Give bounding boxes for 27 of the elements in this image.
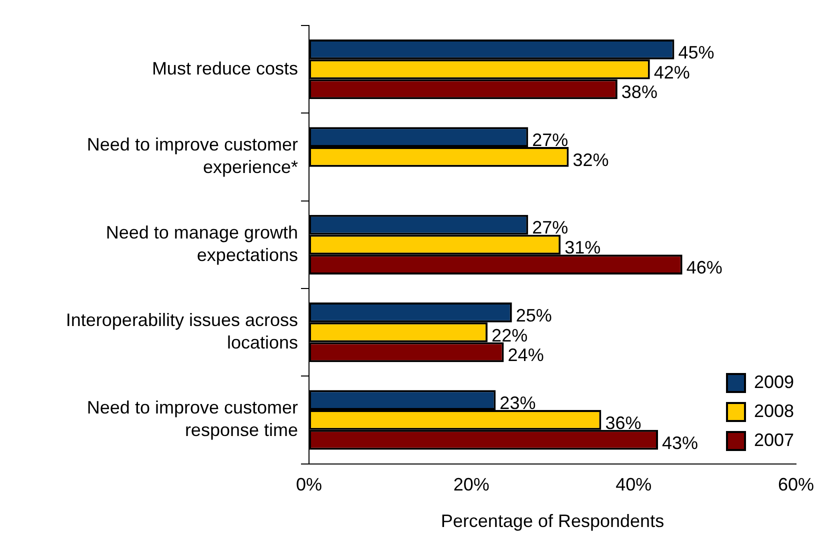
data-label: 24% [508, 345, 544, 366]
data-label: 42% [654, 62, 690, 82]
data-label: 31% [564, 238, 601, 258]
y-tick-label: Need to improve customer experience* [86, 134, 298, 178]
data-label: 27% [532, 218, 568, 238]
y-tick-label: Need to manage growth expectations [106, 222, 298, 265]
data-label: 22% [492, 325, 528, 346]
x-axis-title: Percentage of Respondents [440, 511, 664, 532]
legend-label: 2008 [754, 401, 794, 422]
data-label: 38% [621, 82, 658, 102]
data-label: 32% [572, 150, 609, 170]
data-label: 23% [500, 393, 536, 414]
y-tick-label: Interoperability issues across locations [66, 310, 298, 353]
legend-label: 2009 [754, 372, 794, 394]
data-label: 25% [516, 305, 552, 326]
data-label: 27% [532, 130, 568, 150]
data-label: 36% [605, 412, 642, 433]
y-tick-label: Must reduce costs [152, 58, 298, 78]
x-tick-label: 20% [453, 474, 490, 495]
data-label: 46% [686, 257, 722, 278]
data-label: 43% [662, 432, 698, 453]
x-tick-label: 40% [616, 474, 652, 495]
x-tick-label: 0% [296, 474, 322, 495]
x-tick-label: 60% [778, 474, 814, 495]
y-tick-label: Need to improve customer response time [86, 398, 298, 440]
data-label: 45% [678, 42, 714, 62]
legend-label: 2007 [754, 430, 794, 452]
